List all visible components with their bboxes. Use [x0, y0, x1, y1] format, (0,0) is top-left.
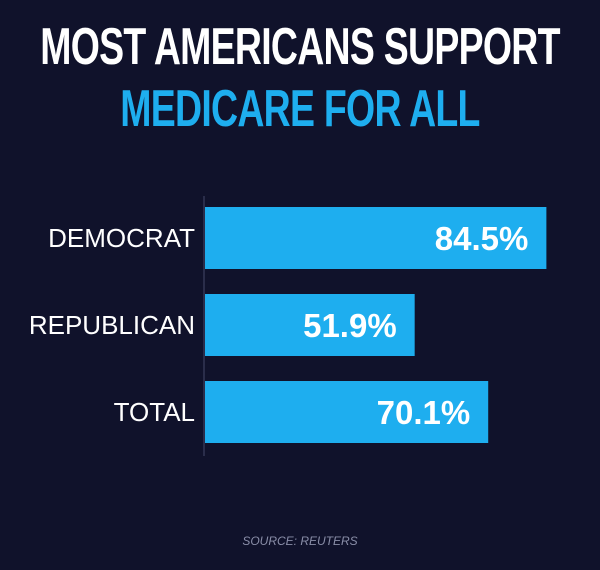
- data-label: 84.5%: [435, 220, 529, 257]
- bar-republican: [205, 294, 415, 356]
- bar-total: [205, 381, 489, 443]
- bar-democrat: [205, 207, 547, 269]
- title-line-2: MEDICARE FOR ALL: [120, 80, 480, 138]
- category-label: TOTAL: [114, 397, 195, 427]
- category-label: DEMOCRAT: [48, 223, 195, 253]
- source-note: SOURCE: REUTERS: [242, 534, 358, 548]
- title-line-1: MOST AMERICANS SUPPORT: [40, 18, 560, 76]
- data-label: 70.1%: [377, 394, 471, 431]
- category-label: REPUBLICAN: [29, 310, 195, 340]
- data-label: 51.9%: [303, 307, 397, 344]
